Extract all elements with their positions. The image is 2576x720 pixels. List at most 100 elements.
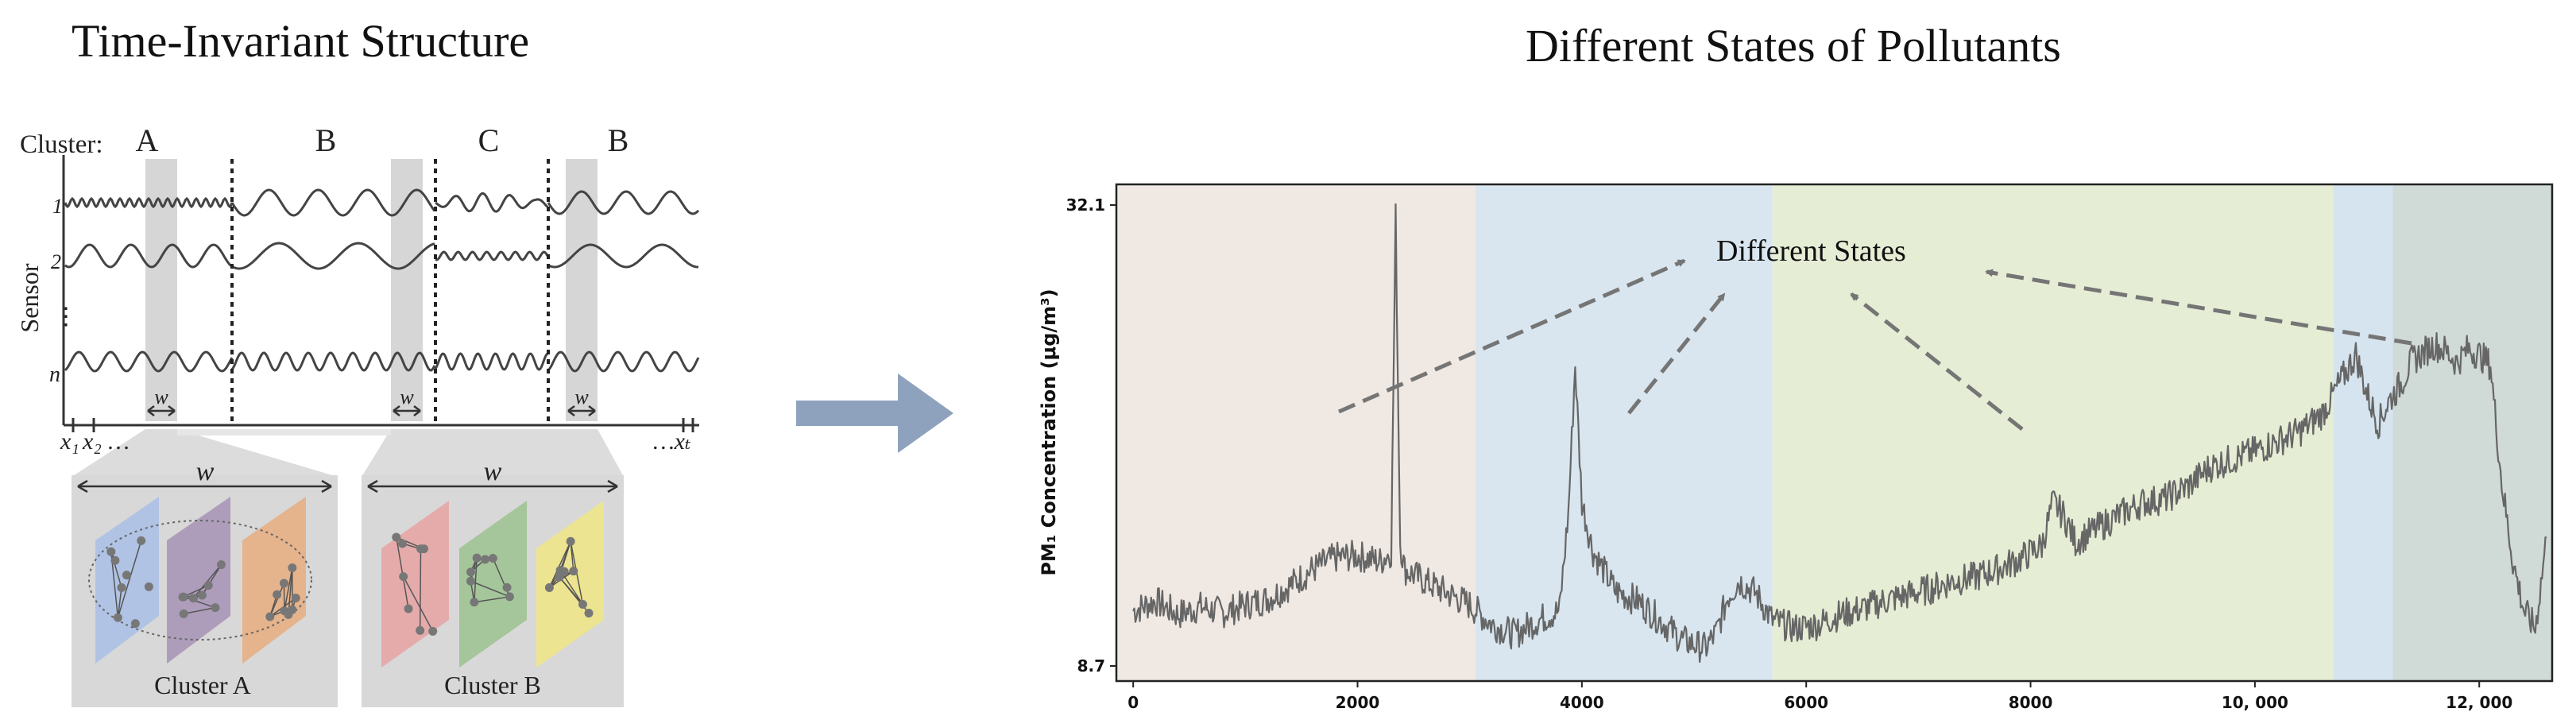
sensor-wave-2-seg-1: [64, 243, 233, 269]
window-marker-c: w: [567, 385, 596, 416]
time-label-dots-start: …: [106, 428, 130, 455]
graph-b-green-node: [488, 553, 497, 563]
graph-a-blue-node: [137, 536, 146, 545]
state-region-3: [1772, 184, 2334, 681]
cluster-a-width-label: w: [196, 457, 215, 486]
transition-arrow: [796, 374, 953, 453]
sensor-wave-2-seg-3: [435, 250, 549, 261]
graph-a-purple-edge: [183, 596, 216, 609]
annotation-arrows: [1337, 258, 2412, 431]
time-invariant-structure-diagram: Cluster: A B C B Sensor 1 2 ⋮ n w w w x₁…: [15, 122, 700, 707]
graph-a-orange-node: [288, 563, 297, 572]
annotation-arrow-1: [1337, 258, 1686, 414]
graph-a-blue-edge: [117, 540, 142, 618]
x-tick-label-6: 10, 000: [2222, 693, 2288, 712]
graph-a-blue-node: [144, 582, 153, 591]
connector-a-b: [177, 429, 391, 435]
sensor-wave-1-seg-2: [230, 188, 436, 217]
sensor-row-1: 1: [52, 195, 63, 218]
sensor-wave-1-seg-4: [547, 190, 700, 215]
cluster-b-label: Cluster B: [444, 671, 541, 699]
window-band-b: [391, 159, 423, 421]
graph-b-green-node: [472, 553, 482, 563]
x-ticks: 0 2000 4000 6000 8000 10, 000 12, 000: [1127, 681, 2512, 712]
funnel-cluster-a: [72, 429, 338, 477]
sensor-wave-2-seg-2: [231, 242, 435, 270]
sensor-row-dots: ⋮: [54, 304, 78, 330]
graph-a-blue-node: [122, 571, 131, 580]
graph-a-blue-node: [110, 555, 120, 565]
graph-a-purple-node: [216, 560, 226, 570]
annotation-label: Different States: [1716, 234, 1906, 268]
y-tick-label-2: 32.1: [1066, 195, 1105, 215]
graph-a-blue-node: [106, 547, 116, 556]
sensor-wave-1-seg-3: [435, 192, 549, 213]
graph-b-red-node: [416, 625, 425, 635]
time-label-x2: x₂: [82, 428, 102, 455]
state-region-5: [2392, 184, 2552, 681]
funnel-cluster-b: [362, 429, 624, 477]
graph-b-red-node: [428, 626, 438, 636]
graph-a-purple-node: [211, 603, 220, 613]
graph-a-purple-node: [188, 594, 198, 603]
graph-b-green-edge: [474, 558, 478, 602]
left-panel-title: Time-Invariant Structure: [72, 15, 530, 67]
x-tick-label-4: 6000: [1784, 693, 1828, 712]
cluster-label-c: C: [478, 122, 500, 158]
x-tick-label-2: 2000: [1336, 693, 1380, 712]
graph-b-red-node: [397, 539, 407, 548]
graph-a-orange-node: [284, 610, 293, 619]
pm1-series-line: [1132, 203, 2547, 664]
layer-a-purple: [167, 497, 230, 664]
sensor-wave-3-seg-2: [230, 351, 436, 372]
graph-a-purple-node: [197, 590, 207, 600]
graph-a-blue-node: [113, 613, 122, 622]
layer-a-orange: [242, 497, 306, 664]
cluster-b-graphs: [392, 532, 594, 636]
graph-a-purple-edge: [184, 606, 216, 615]
sensor-row-n: n: [49, 362, 60, 387]
x-tick-label-3: 4000: [1560, 693, 1604, 712]
layer-b-green: [459, 501, 527, 668]
state-region-1: [1116, 184, 1476, 681]
graph-a-blue-node: [117, 583, 126, 592]
graph-a-purple-node: [179, 609, 188, 618]
y-axis-label: PM₁ Concentration (μg/m³): [1038, 288, 1060, 575]
time-label-x1: x₁: [60, 428, 79, 455]
cluster-a-dotted-ring: [88, 520, 312, 641]
x-tick-label-1: 0: [1127, 693, 1139, 712]
sensor-wave-2-seg-4: [547, 243, 698, 269]
cluster-label-a: A: [136, 122, 159, 158]
graph-b-green-edge: [474, 596, 510, 603]
cluster-label-b2: B: [608, 122, 629, 158]
graph-a-orange-node: [279, 579, 288, 588]
pollutant-state-chart: 8.732.1 0 2000 4000 6000 8000 10, 000 12, 000 …: [1038, 183, 2554, 712]
graph-b-red-edge: [403, 576, 434, 632]
x-tick-label-7: 12, 000: [2446, 693, 2512, 712]
graph-a-purple-node: [178, 592, 188, 602]
annotation-arrow-4: [1985, 269, 2412, 346]
graph-b-red-node: [404, 604, 413, 614]
y-ticks: 8.7 32.1: [1066, 195, 1116, 675]
graph-a-orange-node: [273, 590, 282, 599]
window-marker-b: w: [393, 385, 421, 416]
time-label-xT: …xₜ: [653, 428, 691, 455]
window-band-c: [566, 159, 598, 421]
cluster-a-label: Cluster A: [154, 671, 251, 699]
graph-b-yellow-edge: [548, 540, 571, 588]
sensor-row-2: 2: [51, 250, 61, 273]
sensor-axis-label: Sensor: [15, 263, 44, 332]
graph-b-green-node: [466, 576, 475, 586]
time-axis-ticks: [72, 418, 694, 432]
state-region-4: [2333, 184, 2393, 681]
sensor-waves: [64, 188, 700, 373]
sensor-wave-3-seg-4: [547, 350, 700, 373]
graph-a-orange-node: [265, 612, 275, 621]
graph-b-green-edge: [470, 580, 510, 598]
cluster-b-width-label: w: [484, 457, 502, 486]
graph-a-blue-node: [130, 619, 140, 629]
plot-frame: [1115, 183, 2554, 683]
window-band-a: [145, 159, 177, 421]
graph-a-purple-node: [203, 581, 213, 590]
x-tick-label-5: 8000: [2009, 693, 2053, 712]
